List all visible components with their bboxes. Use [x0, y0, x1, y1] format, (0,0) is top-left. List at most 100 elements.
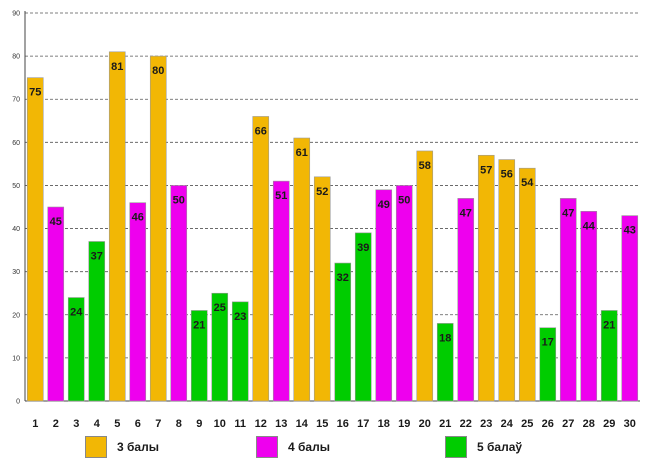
x-tick-label: 1: [32, 418, 38, 430]
bar: [293, 137, 311, 402]
data-label: 39: [357, 242, 369, 254]
y-tick-label: 0: [16, 399, 20, 406]
data-label: 21: [193, 319, 205, 331]
data-label: 23: [234, 311, 246, 323]
x-tick-label: 30: [624, 418, 636, 430]
data-label: 61: [296, 147, 308, 159]
x-tick-label: 23: [480, 418, 492, 430]
data-label: 46: [132, 212, 144, 224]
data-label: 45: [50, 216, 62, 228]
x-tick-label: 12: [255, 418, 267, 430]
bar: [272, 180, 290, 402]
legend-swatch-3-baly: [85, 436, 107, 458]
data-label: 21: [603, 319, 615, 331]
bar: [416, 150, 434, 402]
y-tick-label: 20: [12, 312, 20, 319]
bar: [129, 202, 147, 402]
data-label: 54: [521, 177, 534, 189]
data-label: 24: [70, 307, 83, 319]
x-tick-label: 2: [53, 418, 59, 430]
x-tick-label: 3: [73, 418, 79, 430]
data-label: 50: [398, 194, 410, 206]
x-tick-label: 17: [357, 418, 369, 430]
legend-label-5-balau: 5 балаў: [477, 440, 523, 454]
data-label: 17: [542, 337, 554, 349]
x-tick-label: 26: [542, 418, 554, 430]
data-label: 25: [214, 302, 226, 314]
data-label: 37: [91, 250, 103, 262]
data-label: 44: [583, 220, 596, 232]
x-tick-label: 25: [521, 418, 533, 430]
data-label: 51: [275, 190, 287, 202]
y-tick-label: 50: [12, 183, 20, 190]
bar: [334, 262, 352, 402]
data-label: 47: [562, 207, 574, 219]
x-tick-label: 21: [439, 418, 451, 430]
bar: [621, 215, 639, 402]
x-tick-label: 9: [196, 418, 202, 430]
bar: [477, 154, 495, 402]
bar: [498, 159, 516, 402]
bar: [67, 297, 85, 402]
data-label: 49: [378, 199, 390, 211]
bar: [108, 51, 126, 402]
legend-item-5-balau: 5 балаў: [445, 436, 522, 458]
data-label: 52: [316, 186, 328, 198]
x-tick-label: 13: [275, 418, 287, 430]
bar: [436, 323, 454, 402]
x-tick-label: 24: [501, 418, 514, 430]
x-tick-label: 27: [562, 418, 574, 430]
x-tick-label: 11: [234, 418, 246, 430]
y-tick-label: 60: [12, 140, 20, 147]
y-tick-label: 70: [12, 97, 20, 104]
bar: [313, 176, 331, 402]
legend: 3 балы 4 балы 5 балаў: [0, 436, 650, 466]
y-tick-label: 30: [12, 269, 20, 276]
bar: [211, 292, 229, 402]
x-tick-label: 16: [337, 418, 349, 430]
data-label: 75: [29, 87, 41, 99]
x-tick-label: 5: [114, 418, 120, 430]
data-label: 57: [480, 164, 492, 176]
x-tick-label: 19: [398, 418, 410, 430]
bar-chart: 0102030405060708090751452243374815466807…: [12, 11, 640, 430]
y-tick-label: 80: [12, 54, 20, 61]
data-label: 81: [111, 61, 123, 73]
bar: [395, 185, 413, 402]
data-label: 50: [173, 194, 185, 206]
x-tick-label: 7: [155, 418, 161, 430]
bar: [539, 327, 557, 402]
x-tick-label: 4: [94, 418, 101, 430]
data-label: 32: [337, 272, 349, 284]
x-tick-label: 29: [603, 418, 615, 430]
data-label: 58: [419, 160, 431, 172]
bar: [252, 116, 270, 402]
bar: [580, 211, 598, 402]
bar: [26, 77, 44, 402]
legend-swatch-5-balau: [445, 436, 467, 458]
bar: [559, 198, 577, 402]
bar: [375, 189, 393, 402]
x-tick-label: 6: [135, 418, 141, 430]
bar: [457, 198, 475, 402]
data-label: 56: [501, 169, 513, 181]
bar: [47, 206, 65, 402]
legend-label-4-baly: 4 балы: [288, 440, 330, 454]
legend-item-4-baly: 4 балы: [256, 436, 330, 458]
bar: [88, 241, 106, 402]
x-tick-label: 8: [176, 418, 182, 430]
x-tick-label: 22: [460, 418, 472, 430]
data-label: 43: [624, 225, 636, 237]
bar: [600, 310, 618, 402]
data-label: 47: [460, 207, 472, 219]
bar: [170, 185, 188, 402]
y-tick-label: 90: [12, 11, 20, 18]
legend-swatch-4-baly: [256, 436, 278, 458]
data-label: 80: [152, 65, 164, 77]
legend-label-3-baly: 3 балы: [117, 440, 159, 454]
x-tick-label: 15: [316, 418, 328, 430]
x-tick-label: 20: [419, 418, 431, 430]
bar: [190, 310, 208, 402]
bar: [149, 55, 167, 402]
